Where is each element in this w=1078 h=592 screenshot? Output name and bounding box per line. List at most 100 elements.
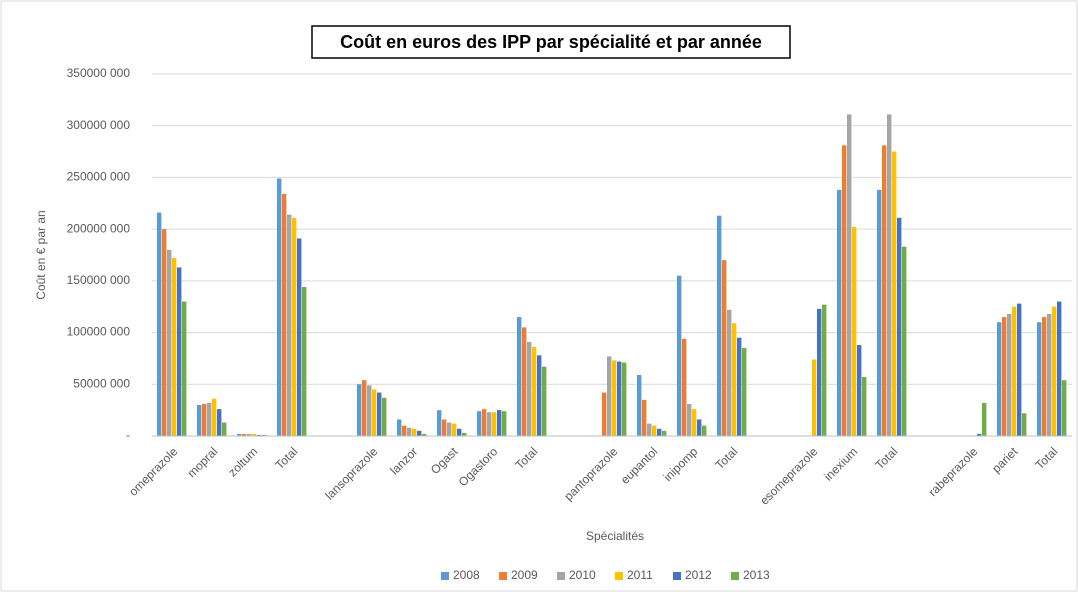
y-tick-label: 150000 000 xyxy=(67,273,131,287)
bar xyxy=(822,304,827,436)
bar xyxy=(382,397,387,436)
bar xyxy=(727,309,732,436)
bar xyxy=(172,258,177,436)
bar xyxy=(842,145,847,436)
bar xyxy=(452,423,457,436)
bar xyxy=(902,246,907,436)
bar xyxy=(422,433,427,436)
legend-swatch xyxy=(731,572,739,580)
bar xyxy=(417,430,422,436)
bar xyxy=(297,238,302,436)
bar xyxy=(277,178,282,436)
bar xyxy=(447,422,452,436)
bar xyxy=(977,433,982,436)
bar xyxy=(207,402,212,436)
bar xyxy=(1052,306,1057,436)
bar xyxy=(482,409,487,436)
chart-title: Coût en euros des IPP par spécialité et … xyxy=(340,32,762,52)
bar xyxy=(402,425,407,436)
bar xyxy=(682,338,687,436)
bar xyxy=(857,344,862,436)
legend-label: 2012 xyxy=(685,568,712,582)
bar xyxy=(637,374,642,436)
bar xyxy=(362,380,367,436)
bar xyxy=(167,249,172,436)
legend-label: 2013 xyxy=(743,568,770,582)
legend-label: 2009 xyxy=(511,568,538,582)
legend-label: 2010 xyxy=(569,568,596,582)
bar xyxy=(217,409,222,436)
bar xyxy=(602,392,607,436)
bar xyxy=(157,212,162,436)
bar xyxy=(732,323,737,436)
bar xyxy=(492,412,497,436)
bar xyxy=(612,360,617,436)
bar xyxy=(687,403,692,436)
bar xyxy=(892,151,897,437)
bar xyxy=(622,362,627,436)
bar xyxy=(862,377,867,436)
bar xyxy=(197,404,202,436)
bar xyxy=(202,403,207,436)
bar xyxy=(817,308,822,436)
bar xyxy=(222,422,227,436)
bar xyxy=(1007,313,1012,436)
bar xyxy=(212,398,217,436)
bar xyxy=(1002,317,1007,436)
y-tick-label: 100000 000 xyxy=(67,325,131,339)
bar xyxy=(162,229,167,436)
bar xyxy=(697,419,702,436)
bar xyxy=(457,428,462,436)
bar xyxy=(502,411,507,436)
y-tick-label: 200000 000 xyxy=(67,221,131,235)
bar xyxy=(527,341,532,436)
bar xyxy=(292,217,297,436)
bar xyxy=(877,189,882,436)
bar xyxy=(487,412,492,436)
y-tick-label: - xyxy=(126,428,130,442)
bar xyxy=(997,322,1002,436)
bar xyxy=(377,392,382,436)
bar xyxy=(982,402,987,436)
bar xyxy=(737,337,742,436)
bar xyxy=(532,347,537,436)
bar xyxy=(852,227,857,436)
bar xyxy=(412,428,417,436)
bar xyxy=(1062,380,1067,436)
bar xyxy=(237,433,242,436)
bar xyxy=(477,411,482,436)
bar xyxy=(742,348,747,436)
bar xyxy=(837,189,842,436)
bar xyxy=(882,145,887,436)
bar xyxy=(662,430,667,436)
legend-swatch xyxy=(557,572,565,580)
bar xyxy=(677,275,682,436)
y-tick-label: 300000 000 xyxy=(67,118,131,132)
bar xyxy=(887,114,892,436)
bar xyxy=(357,384,362,436)
bar xyxy=(242,433,247,436)
bar xyxy=(1022,413,1027,436)
bar xyxy=(617,361,622,436)
bar xyxy=(897,217,902,436)
bar xyxy=(1037,322,1042,436)
bar xyxy=(692,409,697,436)
legend-swatch xyxy=(441,572,449,580)
y-tick-label: 350000 000 xyxy=(67,66,131,80)
bar xyxy=(252,433,257,436)
legend-swatch xyxy=(673,572,681,580)
bar xyxy=(302,287,307,436)
bar xyxy=(657,428,662,436)
bar xyxy=(1047,313,1052,436)
bar xyxy=(397,419,402,436)
bar xyxy=(647,423,652,436)
bar xyxy=(372,389,377,436)
bar xyxy=(177,267,182,436)
title-box xyxy=(311,25,791,59)
x-axis-label: Spécialités xyxy=(586,529,644,543)
bar xyxy=(437,410,442,436)
bar xyxy=(537,355,542,436)
bar xyxy=(262,434,267,436)
bar xyxy=(407,427,412,436)
